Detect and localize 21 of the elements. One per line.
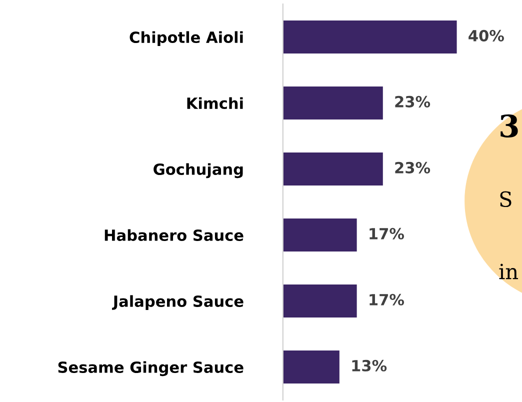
data-label: 17% — [370, 294, 404, 306]
y-tick-label: Habanero Sauce — [104, 229, 244, 242]
bar — [282, 152, 383, 186]
bar — [282, 350, 340, 384]
y-tick-label: Kimchi — [187, 97, 243, 110]
y-tick-label: Sesame Ginger Sauce — [58, 361, 244, 376]
y-tick-label: Gochujang — [154, 163, 243, 178]
data-label: 13% — [352, 360, 387, 372]
data-label: 40% — [468, 30, 504, 42]
bar — [282, 218, 357, 252]
y-tick-label: Chipotle Aioli — [130, 31, 243, 46]
text: S — [500, 191, 512, 208]
bar — [282, 284, 357, 318]
text: 3 — [500, 114, 518, 138]
data-label: 23% — [395, 162, 430, 174]
bar — [282, 20, 457, 54]
data-label: 23% — [395, 96, 430, 108]
bar — [282, 86, 383, 120]
y-tick-label: Jalapeno Sauce — [112, 295, 244, 310]
data-label: 17% — [370, 228, 404, 240]
text: in — [499, 264, 518, 280]
